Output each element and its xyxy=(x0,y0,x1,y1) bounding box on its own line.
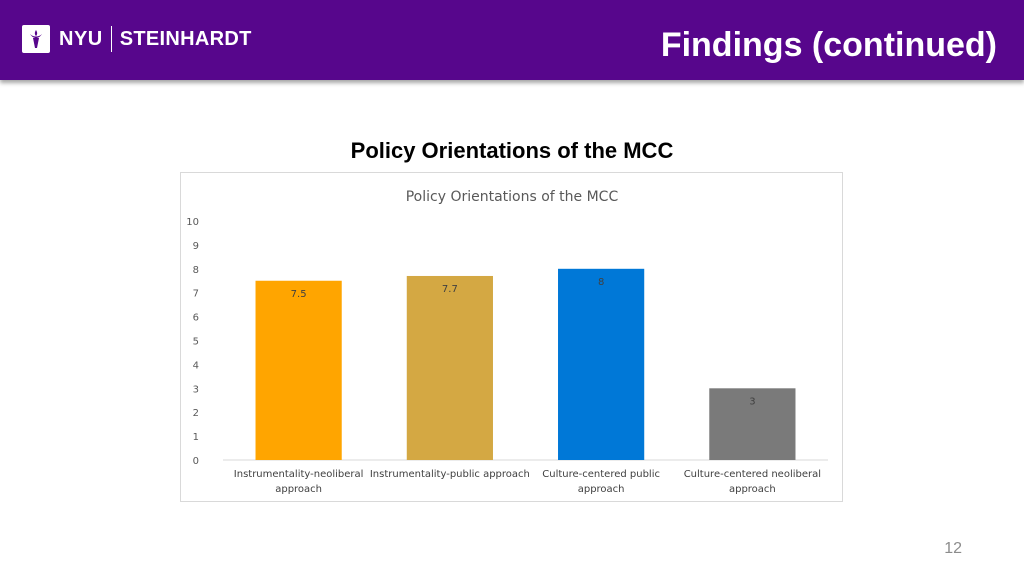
bar-chart-canvas: Policy Orientations of the MCC 0 1 2 3 4 5 6 7 8 9… xyxy=(186,189,828,495)
torch-icon xyxy=(22,25,50,53)
y-tick-label: 9 xyxy=(193,241,199,252)
y-tick-label: 0 xyxy=(193,456,199,467)
x-tick-label: Instrumentality-neoliberal xyxy=(234,469,364,480)
y-tick-label: 10 xyxy=(186,217,199,228)
logo-divider xyxy=(110,26,112,52)
chart-title: Policy Orientations of the MCC xyxy=(406,189,619,205)
slide-title: Findings (continued) xyxy=(660,26,997,64)
data-label: 3 xyxy=(749,396,755,407)
bar-chart: Policy Orientations of the MCC 0 1 2 3 4 5 6 7 8 9… xyxy=(180,172,843,502)
x-tick-label: approach xyxy=(578,484,625,495)
x-tick-label: Culture-centered public xyxy=(542,469,660,480)
chart-heading: Policy Orientations of the MCC xyxy=(350,138,674,163)
y-tick-label: 3 xyxy=(193,384,199,395)
header-banner: NYU STEINHARDT Findings (continued) xyxy=(0,0,1024,80)
x-tick-label: Instrumentality-public approach xyxy=(370,469,530,480)
bar xyxy=(406,275,493,460)
logo-nyu-text: NYU xyxy=(59,27,103,50)
x-tick-label: approach xyxy=(275,484,322,495)
bar xyxy=(709,388,796,460)
data-label: 8 xyxy=(598,277,604,288)
page-number: 12 xyxy=(944,540,962,557)
data-label: 7.7 xyxy=(442,284,458,295)
nyu-steinhardt-logo[interactable]: NYU STEINHARDT xyxy=(22,22,252,56)
y-tick-label: 8 xyxy=(193,265,199,276)
data-label: 7.5 xyxy=(291,289,307,300)
y-tick-label: 2 xyxy=(193,408,199,419)
bar xyxy=(558,268,645,460)
y-tick-label: 6 xyxy=(193,313,199,324)
x-tick-label: Culture-centered neoliberal xyxy=(684,469,821,480)
x-tick-label: approach xyxy=(729,484,776,495)
y-tick-label: 7 xyxy=(193,289,199,300)
logo-school-text: STEINHARDT xyxy=(119,27,252,50)
y-tick-label: 1 xyxy=(193,432,199,443)
y-tick-label: 5 xyxy=(193,337,199,348)
y-tick-label: 4 xyxy=(193,360,199,371)
bar xyxy=(255,280,342,460)
